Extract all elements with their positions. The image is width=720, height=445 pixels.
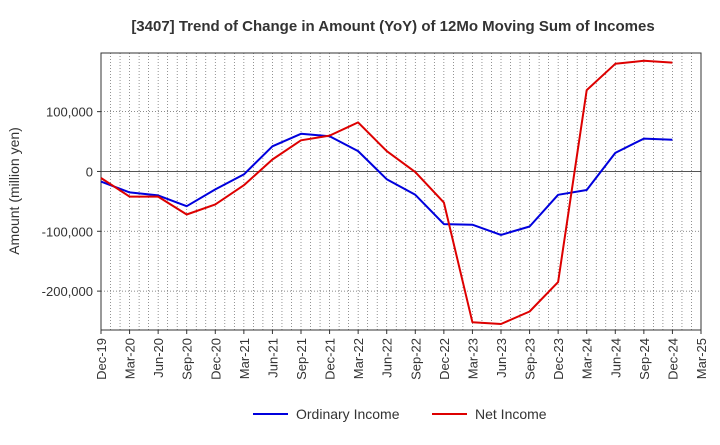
x-tick-label: Sep-20 (180, 338, 195, 380)
x-tick-label: Jun-24 (608, 338, 623, 378)
x-tick-label: Mar-24 (580, 338, 595, 379)
x-tick-label: Mar-21 (237, 338, 252, 379)
x-tick-label: Sep-24 (637, 338, 652, 380)
x-tick-label: Mar-20 (123, 338, 138, 379)
y-tick-label: 100,000 (46, 105, 93, 120)
x-tick-label: Dec-20 (208, 338, 223, 380)
x-tick-label: Dec-22 (437, 338, 452, 380)
x-ticks: Dec-19 Mar-20 Jun-20 Sep-20 Dec-20 Mar-21 Jun-… (94, 330, 709, 380)
x-tick-label: Dec-23 (551, 338, 566, 380)
x-tick-label: Dec-24 (665, 338, 680, 380)
series-line-1 (100, 59, 673, 325)
y-tick-label: 0 (86, 164, 93, 179)
x-tick-label: Jun-23 (494, 338, 509, 378)
x-tick-label: Jun-22 (380, 338, 395, 378)
x-tick-label: Mar-25 (694, 338, 709, 379)
x-tick-label: Mar-23 (465, 338, 480, 379)
x-tick-label: Dec-21 (323, 338, 338, 380)
legend-label: Net Income (475, 406, 547, 422)
y-tick-label: -100,000 (42, 224, 93, 239)
legend: Ordinary Income Net Income (253, 406, 547, 422)
x-tick-label: Jun-21 (265, 338, 280, 378)
x-tick-label: Mar-22 (351, 338, 366, 379)
chart-title: [3407] Trend of Change in Amount (YoY) o… (131, 18, 654, 35)
series-line-0 (100, 132, 673, 236)
legend-label: Ordinary Income (296, 406, 400, 422)
x-tick-label: Sep-23 (523, 338, 538, 380)
y-ticks: -200,000 -100,000 0 100,000 (42, 105, 101, 299)
x-tick-label: Jun-20 (151, 338, 166, 378)
plot-frame (100, 52, 702, 331)
grid-layer (101, 53, 701, 330)
x-tick-label: Sep-21 (294, 338, 309, 380)
y-axis-label: Amount (million yen) (6, 127, 22, 255)
y-tick-label: -200,000 (42, 284, 93, 299)
series-layer (100, 59, 673, 325)
x-tick-label: Sep-22 (408, 338, 423, 380)
x-tick-label: Dec-19 (94, 338, 109, 380)
